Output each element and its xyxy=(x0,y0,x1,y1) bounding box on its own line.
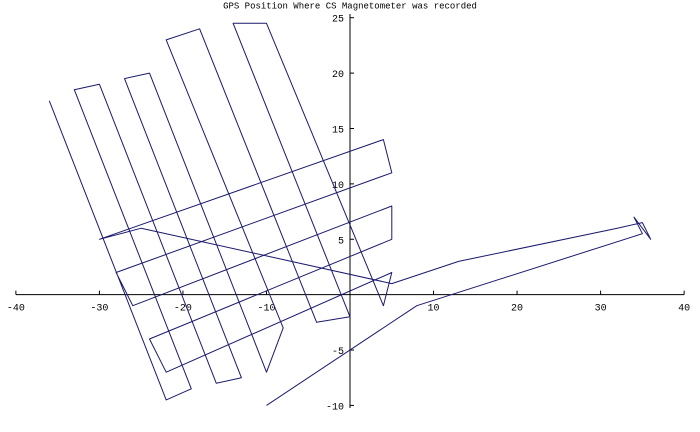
y-tick-label: 25 xyxy=(332,15,344,26)
x-tick-label: 40 xyxy=(678,304,690,315)
x-tick-label: 10 xyxy=(428,304,440,315)
x-tick-label: 30 xyxy=(595,304,607,315)
x-tick-label: 20 xyxy=(511,304,523,315)
y-tick-label: -5 xyxy=(332,347,344,358)
track-line xyxy=(48,22,652,406)
y-tick-label: 10 xyxy=(332,181,344,192)
x-tick-label: -20 xyxy=(174,304,192,315)
chart-title: GPS Position Where CS Magnetometer was r… xyxy=(223,1,477,11)
y-tick-label: 5 xyxy=(338,236,344,247)
y-tick-label: 20 xyxy=(332,70,344,81)
x-tick-label: -40 xyxy=(7,304,25,315)
y-tick-label: -10 xyxy=(326,402,344,413)
y-tick-label: 15 xyxy=(332,125,344,136)
x-tick-label: -10 xyxy=(257,304,275,315)
x-tick-label: -30 xyxy=(90,304,108,315)
